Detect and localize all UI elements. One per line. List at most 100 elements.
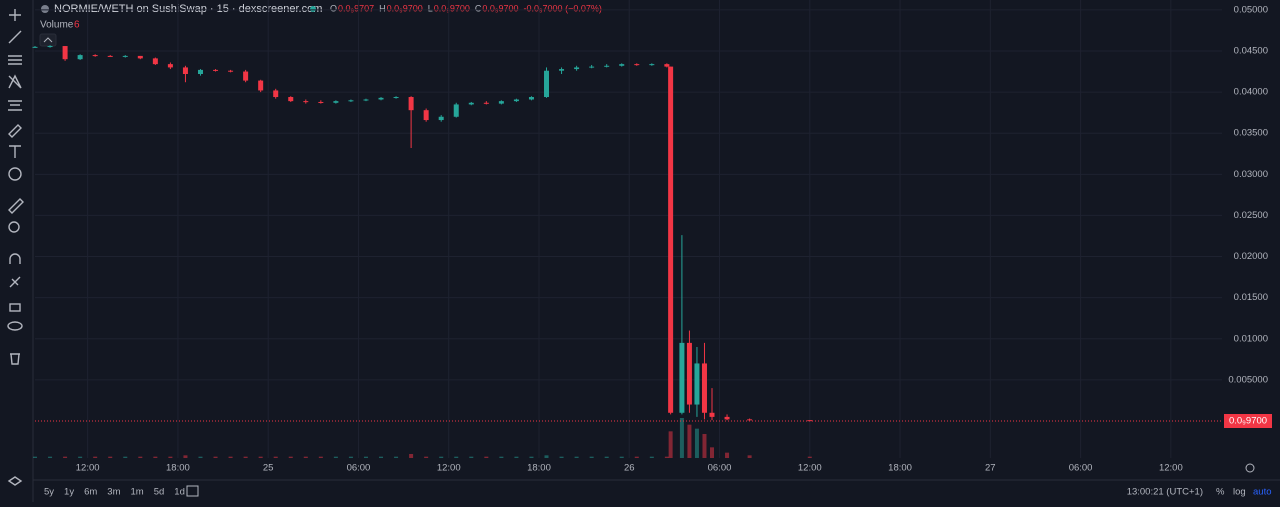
candle-body xyxy=(92,55,98,57)
volume-bar xyxy=(63,456,68,458)
x-tick-label: 18:00 xyxy=(527,463,551,474)
volume-bar xyxy=(649,456,654,458)
candle-body xyxy=(318,101,324,103)
zoom-tool[interactable] xyxy=(8,221,20,233)
candle-body xyxy=(668,66,674,413)
x-tick-label: 26 xyxy=(624,463,635,474)
candle-body xyxy=(393,97,399,99)
lock-tool[interactable] xyxy=(9,303,21,312)
volume-bar xyxy=(664,456,669,458)
line-tool[interactable] xyxy=(8,30,22,44)
volume-bar xyxy=(138,456,143,458)
percent-toggle[interactable]: % xyxy=(1216,487,1225,498)
text-tool[interactable] xyxy=(9,145,21,158)
volume-bar xyxy=(484,456,489,458)
y-tick-label: 0.01500 xyxy=(1234,292,1268,303)
candle-body xyxy=(167,64,173,68)
auto-toggle[interactable]: auto xyxy=(1253,487,1272,498)
layers-tool[interactable] xyxy=(7,476,23,486)
x-tick-label: 25 xyxy=(263,463,274,474)
ohlc-value: 0.0₉9700 xyxy=(434,3,470,13)
range-button[interactable]: 5d xyxy=(154,487,165,498)
y-tick-label: 0.03000 xyxy=(1234,169,1268,180)
volume-bar xyxy=(153,456,158,458)
range-button[interactable]: 3m xyxy=(107,487,120,498)
ohlc-legend: O 0.0₉9707 H 0.0₉9700 L 0.0₉9700 C 0.0₉9700 -0.0… xyxy=(330,3,602,13)
settings-icon[interactable] xyxy=(1245,463,1255,473)
volume-bar xyxy=(93,456,98,458)
y-tick-label: 0.05000 xyxy=(1234,4,1268,15)
candle-body xyxy=(559,69,565,71)
candle-body xyxy=(408,97,414,111)
volume-bar xyxy=(303,456,308,458)
candle-body xyxy=(152,58,158,65)
range-button[interactable]: 6m xyxy=(84,487,97,498)
volume-bar xyxy=(379,456,384,458)
ohlc-key: H xyxy=(379,3,386,13)
candle-body xyxy=(228,70,234,72)
date-range-icon[interactable] xyxy=(186,485,199,497)
candle-body xyxy=(122,55,128,57)
candle-body xyxy=(273,90,279,98)
emoji-tool[interactable] xyxy=(8,167,22,181)
stay-drawing-tool[interactable] xyxy=(9,276,21,288)
delete-tool[interactable] xyxy=(10,353,20,365)
candle-body xyxy=(589,66,595,68)
ruler-tool[interactable] xyxy=(8,198,24,214)
volume-bar xyxy=(679,418,684,458)
last-price-label: 0.0₉9700 xyxy=(1229,416,1267,427)
ohlc-value: 0.0₉9700 xyxy=(387,3,423,13)
candle-body xyxy=(243,71,249,81)
candle-body xyxy=(213,69,219,71)
candle-body xyxy=(77,55,83,60)
hide-tool[interactable] xyxy=(7,321,23,331)
log-toggle[interactable]: log xyxy=(1233,487,1246,498)
brush-tool[interactable] xyxy=(8,124,22,138)
volume-bar xyxy=(258,456,263,458)
y-tick-label: 0.03500 xyxy=(1234,128,1268,139)
volume-bar xyxy=(33,456,37,458)
ohlc-key: C xyxy=(475,3,482,13)
range-button[interactable]: 1y xyxy=(64,487,74,498)
clock: 13:00:21 (UTC+1) xyxy=(1127,487,1203,498)
candle-body xyxy=(348,100,354,102)
collapse-icon xyxy=(43,37,53,43)
y-tick-label: 0.005000 xyxy=(1228,374,1268,385)
x-tick-label: 06:00 xyxy=(347,463,371,474)
candle-body xyxy=(649,64,655,66)
candle-body xyxy=(709,412,715,417)
volume-bar xyxy=(807,456,812,458)
range-button[interactable]: 1d xyxy=(174,487,185,498)
ohlc-value: 0.0₉9707 xyxy=(338,3,374,13)
fib-tool[interactable] xyxy=(8,55,22,65)
volume-bar xyxy=(529,456,534,458)
range-button[interactable]: 5y xyxy=(44,487,54,498)
candle-body xyxy=(664,64,670,67)
collapse-button[interactable] xyxy=(39,33,57,47)
projection-tool[interactable] xyxy=(8,100,22,111)
y-tick-label: 0.02000 xyxy=(1234,251,1268,262)
volume-bar xyxy=(198,456,203,458)
candle-body xyxy=(47,46,53,48)
volume-bar xyxy=(499,456,504,458)
volume-bar xyxy=(409,454,414,458)
volume-bar xyxy=(747,455,752,458)
magnet-tool[interactable] xyxy=(9,253,21,264)
pattern-tool[interactable] xyxy=(8,74,22,89)
volume-bar xyxy=(544,455,549,458)
toolbar xyxy=(7,9,24,486)
crosshair-tool[interactable] xyxy=(9,9,21,21)
range-button[interactable]: 1m xyxy=(131,487,144,498)
x-tick-label: 12:00 xyxy=(437,463,461,474)
volume-bar xyxy=(702,434,707,458)
volume-bar xyxy=(273,456,278,458)
grid xyxy=(35,0,1222,458)
ohlc-key: L xyxy=(428,3,433,13)
y-tick-label: 0.04000 xyxy=(1234,87,1268,98)
volume-bar xyxy=(213,456,218,458)
volume-bar xyxy=(668,431,673,458)
candle-body xyxy=(378,97,384,100)
x-tick-label: 18:00 xyxy=(166,463,190,474)
